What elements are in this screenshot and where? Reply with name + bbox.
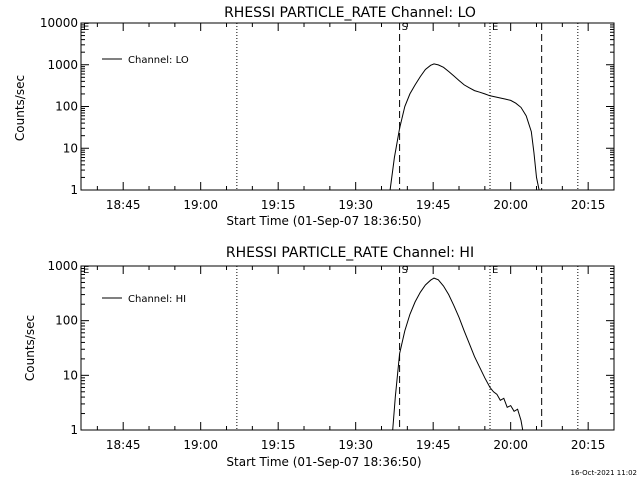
legend-label: Channel: HI	[128, 294, 186, 305]
x-tick-label: 19:15	[261, 198, 296, 212]
x-tick-label: 19:30	[338, 438, 373, 452]
x-axis: 18:45 19:00 19:15 19:30 19:45 20:00 20:15	[96, 266, 615, 452]
plot-area	[80, 265, 615, 431]
y-axis-label: Counts/sec	[23, 315, 37, 381]
event-lines: S EE	[83, 265, 579, 430]
series-line	[389, 63, 540, 191]
edge-marker-label: E	[83, 22, 89, 33]
x-axis-label: Start Time (01-Sep-07 18:36:50)	[226, 214, 421, 228]
y-tick-label: 1000	[47, 58, 78, 72]
y-axis: 1 10 100 1000 10000	[40, 16, 614, 197]
edge-marker-label: E	[83, 265, 89, 276]
x-tick-label: 18:45	[106, 438, 141, 452]
y-tick-label: 10	[63, 368, 78, 382]
chart-title: RHESSI PARTICLE_RATE Channel: HI	[226, 245, 474, 261]
series-lines	[392, 277, 524, 431]
x-axis-label: Start Time (01-Sep-07 18:36:50)	[226, 455, 421, 469]
panel-hi: RHESSI PARTICLE_RATE Channel: HI 1101001…	[23, 245, 615, 469]
event-marker-label: S	[402, 265, 408, 276]
series-line	[392, 277, 524, 431]
y-tick-label: 100	[55, 314, 78, 328]
x-tick-label: 20:15	[571, 198, 606, 212]
event-lines: S EE	[83, 22, 579, 190]
y-axis-label: Counts/sec	[13, 75, 27, 141]
plot-frame	[80, 22, 615, 191]
legend: Channel: HI	[102, 294, 186, 305]
x-axis: 18:45 19:00 19:15 19:30 19:45 20:00 20:15	[96, 23, 615, 212]
x-tick-label: 19:00	[183, 438, 218, 452]
x-tick-label: 19:00	[183, 198, 218, 212]
x-tick-label: 19:45	[416, 198, 451, 212]
plot-frame	[80, 265, 615, 431]
legend-label: Channel: LO	[128, 55, 189, 66]
y-tick-label: 10000	[40, 16, 78, 30]
plot-area	[80, 22, 615, 191]
event-marker-label: E	[492, 265, 498, 276]
event-marker-label: E	[492, 22, 498, 33]
event-marker-label: S	[402, 22, 408, 33]
y-tick-label: 100	[55, 100, 78, 114]
x-tick-label: 19:15	[261, 438, 296, 452]
timestamp-stamp: 16-Oct-2021 11:02	[571, 469, 637, 477]
y-tick-label: 10	[63, 141, 78, 155]
series-lines	[389, 63, 540, 191]
x-tick-label: 20:00	[493, 438, 528, 452]
y-axis: 1 10 100 1000	[47, 259, 614, 437]
panel-lo: RHESSI PARTICLE_RATE Channel: LO 1101001…	[13, 5, 615, 228]
y-tick-label: 1	[70, 183, 78, 197]
x-tick-label: 19:45	[416, 438, 451, 452]
x-tick-label: 19:30	[338, 198, 373, 212]
x-tick-label: 20:00	[493, 198, 528, 212]
chart-title: RHESSI PARTICLE_RATE Channel: LO	[224, 5, 476, 21]
x-tick-label: 20:15	[571, 438, 606, 452]
x-tick-label: 18:45	[106, 198, 141, 212]
legend: Channel: LO	[102, 55, 189, 66]
y-tick-label: 1	[70, 423, 78, 437]
y-tick-label: 1000	[47, 259, 78, 273]
